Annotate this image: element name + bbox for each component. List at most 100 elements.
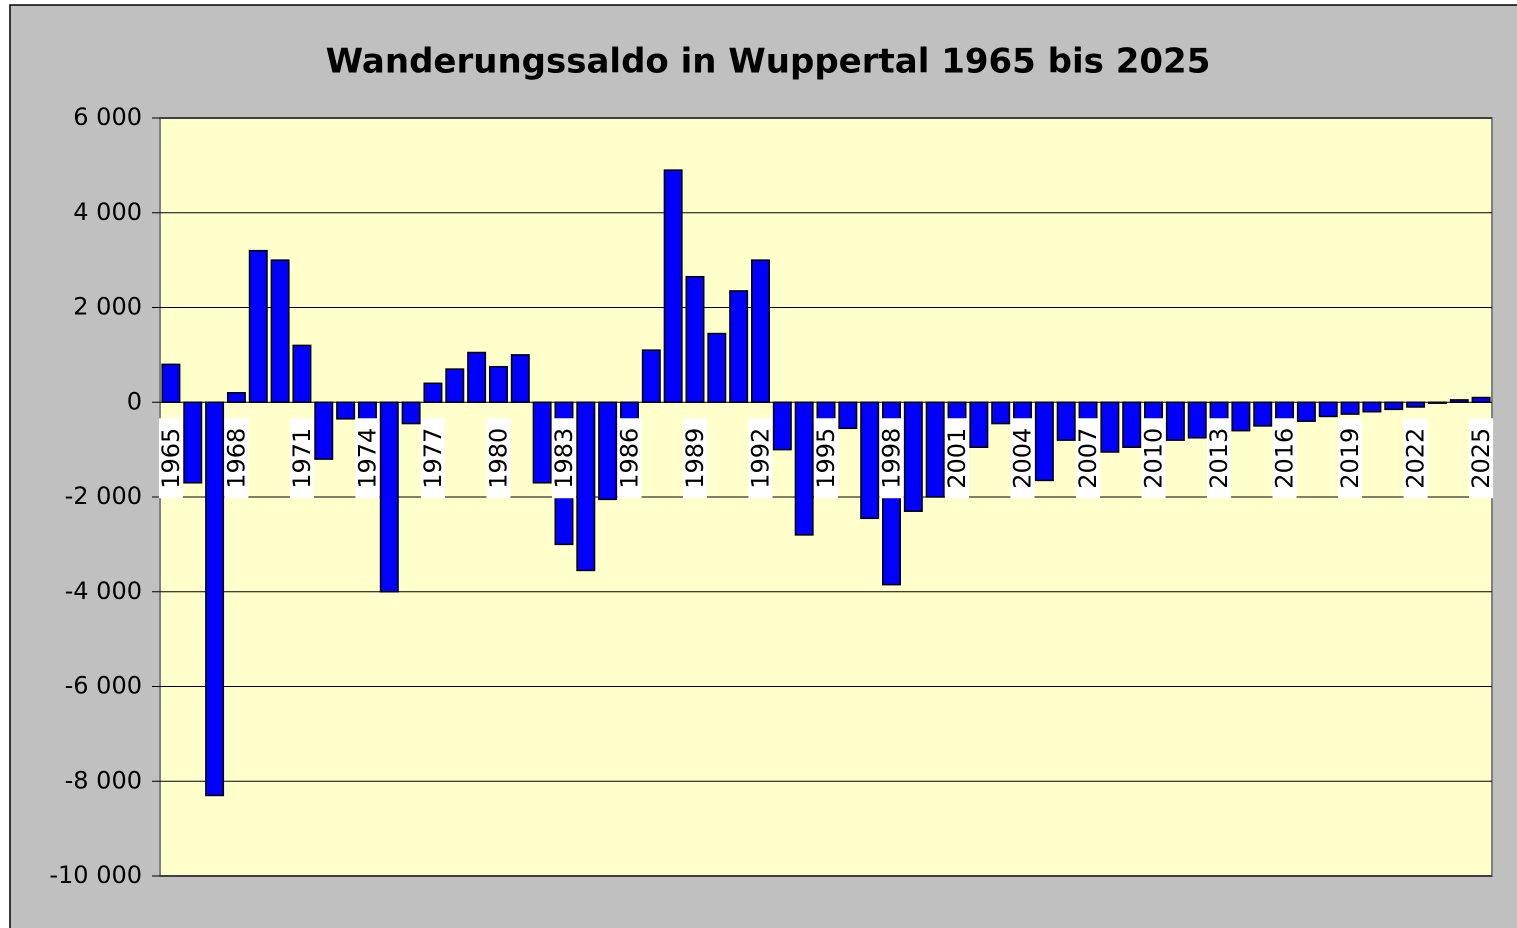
bar — [314, 401, 334, 460]
bar — [532, 401, 552, 484]
x-tick-label: 1977 — [419, 428, 447, 489]
x-tick-label: 2019 — [1336, 428, 1364, 489]
bar — [161, 363, 181, 404]
bar — [248, 249, 268, 403]
bar — [598, 401, 618, 501]
bar — [1427, 401, 1447, 404]
x-tick-label: 1983 — [550, 428, 578, 489]
bar — [794, 401, 814, 536]
x-tick-label: 2001 — [943, 428, 971, 489]
x-label-background — [1076, 418, 1101, 499]
bar — [707, 332, 727, 403]
x-label-background — [355, 418, 380, 499]
y-tick-label: 4 000 — [73, 198, 142, 226]
bar — [1275, 401, 1295, 420]
x-tick-label: 2016 — [1271, 428, 1299, 489]
bar — [336, 401, 356, 420]
bar — [860, 401, 880, 520]
x-label-background — [1338, 418, 1363, 499]
bar — [379, 401, 399, 593]
bar — [1144, 401, 1164, 420]
bar — [903, 401, 923, 512]
bar — [401, 401, 421, 425]
bar — [838, 401, 858, 430]
chart-title: Wanderungssaldo in Wuppertal 1965 bis 20… — [326, 42, 1211, 82]
x-tick-label: 1974 — [353, 428, 381, 489]
bar — [445, 368, 465, 403]
bar — [226, 392, 246, 403]
x-tick-label: 2010 — [1140, 428, 1168, 489]
x-label-background — [224, 418, 249, 499]
y-tick-label: 6 000 — [73, 103, 142, 131]
bar — [1078, 401, 1098, 420]
x-tick-label: 1986 — [615, 428, 643, 489]
x-label-background — [1141, 418, 1166, 499]
y-tick-label: -8 000 — [65, 766, 142, 794]
bar — [292, 344, 312, 403]
x-label-background — [289, 418, 314, 499]
y-tick-label: 2 000 — [73, 293, 142, 321]
bar — [729, 290, 749, 404]
x-label-background — [814, 418, 838, 499]
bar — [1449, 399, 1469, 404]
x-tick-label: 2007 — [1074, 428, 1102, 489]
bar — [619, 401, 639, 420]
bar — [1384, 401, 1404, 411]
bar — [423, 382, 443, 403]
bar — [1187, 401, 1207, 439]
x-label-background — [486, 418, 511, 499]
x-tick-label: 2004 — [1009, 428, 1037, 489]
x-tick-label: 1989 — [681, 428, 709, 489]
bar — [1296, 401, 1316, 422]
x-label-background — [945, 418, 970, 499]
x-tick-label: 2022 — [1402, 428, 1430, 489]
y-tick-label: -10 000 — [49, 861, 142, 889]
x-label-background — [1403, 418, 1428, 499]
bar — [1100, 401, 1120, 453]
bar — [183, 401, 203, 484]
x-tick-label: 1980 — [484, 428, 512, 489]
x-label-background — [1469, 418, 1494, 499]
x-tick-label: 1971 — [288, 428, 316, 489]
x-label-background — [748, 418, 773, 499]
bar — [1034, 401, 1054, 482]
x-tick-label: 1992 — [746, 428, 774, 489]
x-label-background — [1272, 418, 1297, 499]
y-tick-label: -4 000 — [65, 577, 142, 605]
x-tick-label: 2013 — [1205, 428, 1233, 489]
bar — [510, 354, 530, 403]
bar — [685, 275, 705, 403]
x-label-background — [879, 418, 904, 499]
bar — [991, 401, 1011, 425]
bar — [641, 349, 661, 404]
y-tick-label: -6 000 — [65, 672, 142, 700]
x-tick-label: 2025 — [1467, 428, 1495, 489]
y-tick-label: 0 — [127, 387, 142, 415]
bar — [1318, 401, 1338, 418]
x-label-background — [1207, 418, 1232, 499]
bar — [1340, 401, 1360, 415]
bar — [1122, 401, 1142, 449]
bar — [1056, 401, 1076, 441]
bar — [576, 401, 596, 572]
bar — [663, 169, 683, 403]
x-label-background — [1010, 418, 1035, 499]
x-tick-label: 1968 — [222, 428, 250, 489]
bar — [488, 365, 508, 403]
x-tick-label: 1998 — [878, 428, 906, 489]
bar — [1231, 401, 1251, 432]
x-tick-label: 1995 — [812, 428, 840, 489]
bar — [751, 259, 770, 403]
bar — [357, 401, 377, 420]
bar — [1362, 401, 1382, 413]
x-label-background — [617, 418, 642, 499]
bar — [205, 401, 225, 797]
bar — [467, 351, 487, 404]
bar — [1253, 401, 1273, 427]
bar — [1471, 396, 1491, 404]
bar — [925, 401, 945, 498]
bar — [1406, 401, 1426, 408]
bar — [1165, 401, 1185, 441]
bar — [270, 259, 290, 403]
